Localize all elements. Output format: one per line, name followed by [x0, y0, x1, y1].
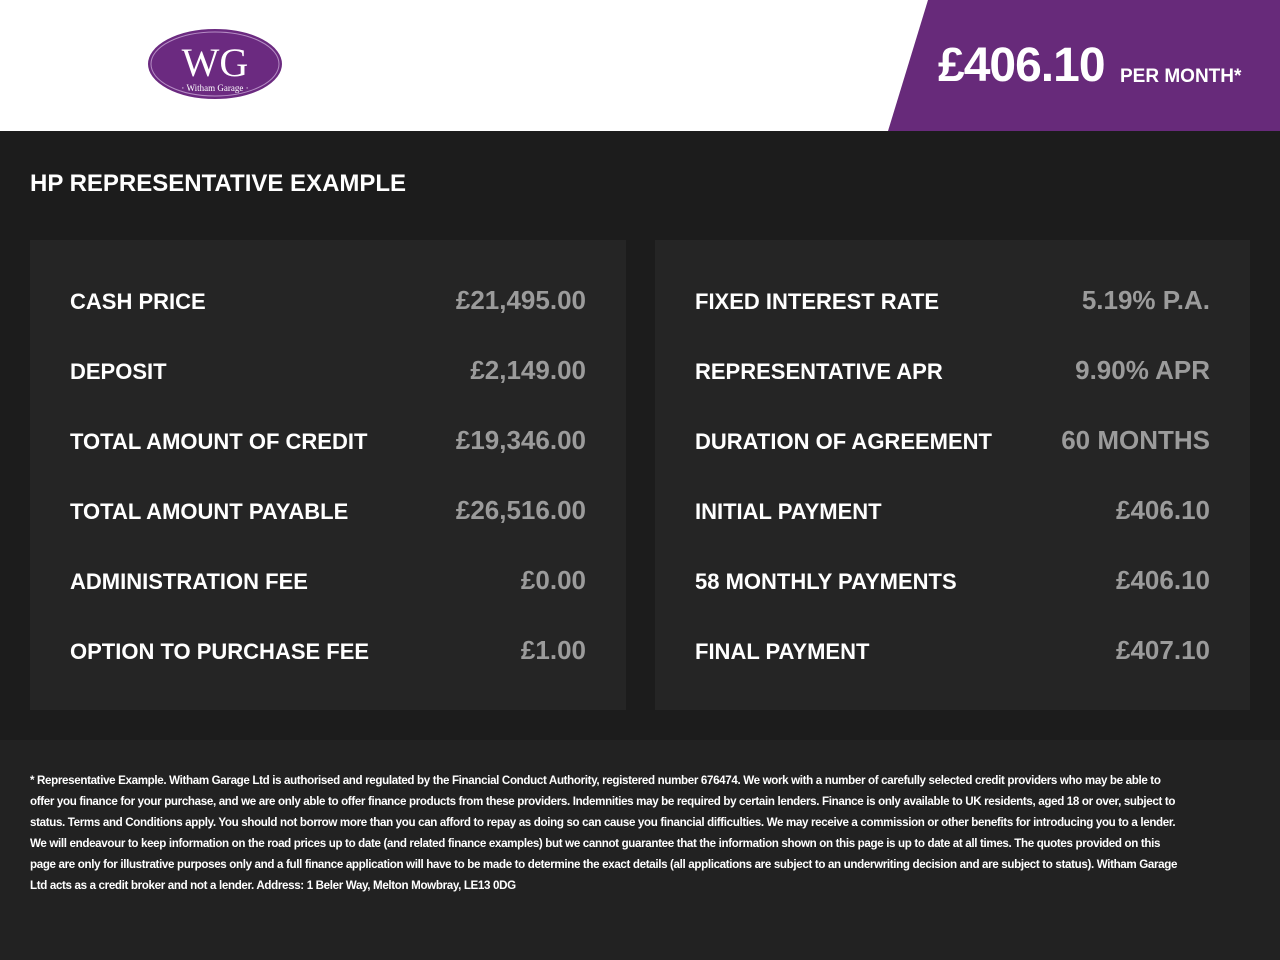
finance-row: FIXED INTEREST RATE 5.19% P.A. — [695, 285, 1210, 355]
row-value: £406.10 — [1116, 495, 1210, 525]
row-label: FIXED INTEREST RATE — [695, 289, 940, 314]
finance-row: DURATION OF AGREEMENT 60 MONTHS — [695, 425, 1210, 495]
row-value: £407.10 — [1116, 635, 1210, 665]
finance-panel: CASH PRICE £21,495.00 DEPOSIT £2,149.00 TOTA… — [30, 240, 626, 710]
row-value: £1.00 — [520, 635, 586, 665]
row-value: £26,516.00 — [455, 495, 586, 525]
finance-row: ADMINISTRATION FEE £0.00 — [70, 565, 586, 635]
price-banner: £406.10 PER MONTH* — [888, 0, 1280, 131]
row-label: DURATION OF AGREEMENT — [695, 429, 992, 454]
row-label: TOTAL AMOUNT PAYABLE — [70, 499, 349, 524]
finance-row: TOTAL AMOUNT OF CREDIT £19,346.00 — [70, 425, 586, 495]
row-value: 5.19% P.A. — [1081, 285, 1210, 315]
price-suffix: PER MONTH* — [1120, 66, 1242, 87]
row-label: OPTION TO PURCHASE FEE — [70, 639, 370, 664]
logo-badge — [146, 27, 284, 101]
disclaimer: * Representative Example. Witham Garage … — [30, 774, 1178, 892]
finance-row: 58 MONTHLY PAYMENTS £406.10 — [695, 565, 1210, 635]
row-label: REPRESENTATIVE APR — [695, 359, 943, 384]
section-title: HP REPRESENTATIVE EXAMPLE — [30, 170, 407, 197]
finance-row: TOTAL AMOUNT PAYABLE £26,516.00 — [70, 495, 586, 565]
finance-row: DEPOSIT £2,149.00 — [70, 355, 586, 425]
finance-row: INITIAL PAYMENT £406.10 — [695, 495, 1210, 565]
logo-subtitle: · Witham Garage · — [181, 83, 248, 93]
row-label: 58 MONTHLY PAYMENTS — [695, 569, 957, 594]
row-value: 60 MONTHS — [1061, 425, 1210, 455]
row-label: DEPOSIT — [70, 359, 167, 384]
finance-row: OPTION TO PURCHASE FEE £1.00 — [70, 635, 586, 705]
logo-text: WG — [182, 40, 249, 85]
row-label: TOTAL AMOUNT OF CREDIT — [70, 429, 368, 454]
finance-row: REPRESENTATIVE APR 9.90% APR — [695, 355, 1210, 425]
row-value: £19,346.00 — [455, 425, 586, 455]
monthly-price: £406.10 — [938, 39, 1106, 92]
row-value: £21,495.00 — [455, 285, 586, 315]
row-label: CASH PRICE — [70, 289, 206, 314]
row-value: £0.00 — [520, 565, 586, 595]
finance-row: FINAL PAYMENT £407.10 — [695, 635, 1210, 705]
finance-panel: FIXED INTEREST RATE 5.19% P.A. REPRESENTAT… — [655, 240, 1250, 710]
row-label: INITIAL PAYMENT — [695, 499, 882, 524]
row-value: 9.90% APR — [1075, 355, 1210, 385]
row-value: £406.10 — [1116, 565, 1210, 595]
footer: * Representative Example. Witham Garage … — [0, 740, 1280, 960]
row-label: ADMINISTRATION FEE — [70, 569, 308, 594]
finance-row: CASH PRICE £21,495.00 — [70, 285, 586, 355]
header: WG · Witham Garage · £406.10 PER MONTH* — [0, 0, 1280, 131]
logo: WG · Witham Garage · — [146, 27, 284, 101]
row-value: £2,149.00 — [470, 355, 586, 385]
logo-ring — [150, 31, 280, 97]
row-label: FINAL PAYMENT — [695, 639, 870, 664]
